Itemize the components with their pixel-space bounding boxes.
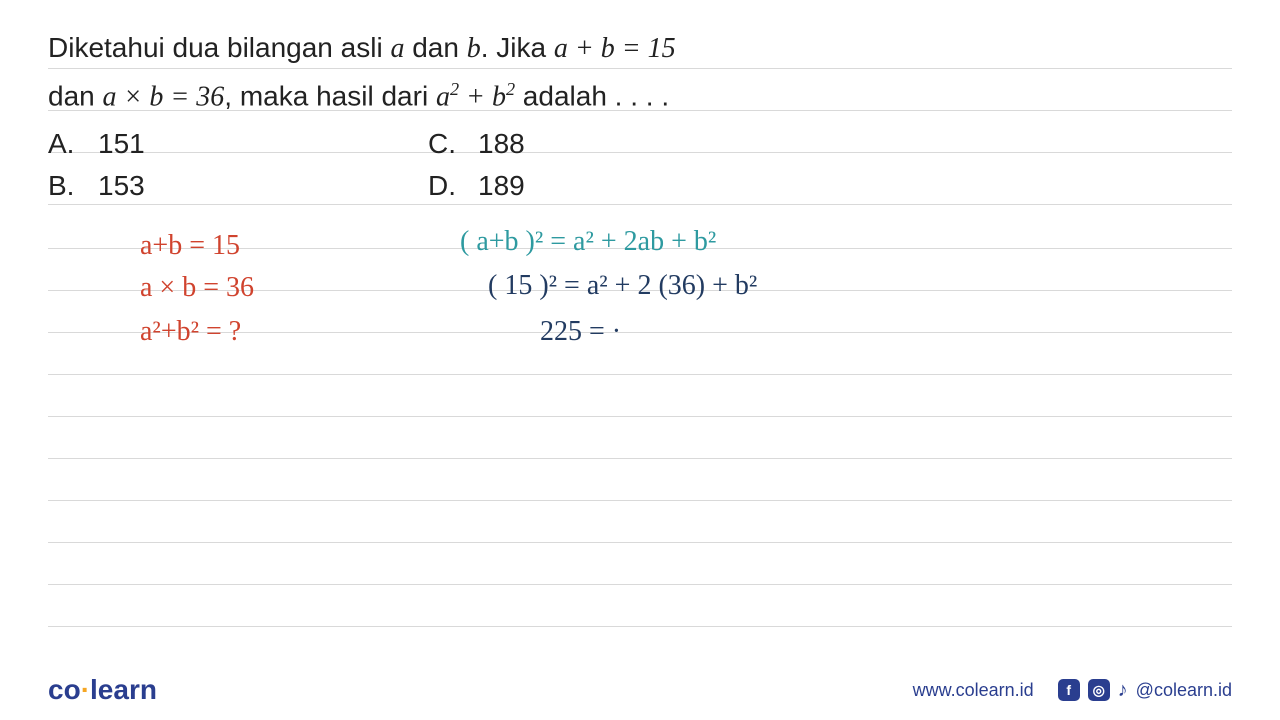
q-text: dan <box>48 80 103 111</box>
option-d: D. 189 <box>428 165 525 207</box>
option-letter: D. <box>428 165 456 207</box>
handwritten-result: 225 = · <box>540 318 621 346</box>
q-text: dan <box>404 32 466 63</box>
q-text: , maka hasil dari <box>224 80 436 111</box>
var-a: a <box>390 33 404 64</box>
hand-rhs: = ? <box>199 316 241 347</box>
handwritten-given-1: a+b = 15 <box>140 232 240 260</box>
q-text: adalah . . . . <box>515 80 669 111</box>
social-handle: @colearn.id <box>1136 680 1232 701</box>
instagram-icon: ◎ <box>1088 679 1110 701</box>
option-value: 188 <box>478 123 525 165</box>
q-text: Diketahui dua bilangan asli <box>48 32 390 63</box>
footer-right: www.colearn.id f ◎ ♪ @colearn.id <box>913 679 1232 702</box>
handwritten-given-3: a²+b² = ? <box>140 318 241 346</box>
social-links: f ◎ ♪ @colearn.id <box>1058 679 1232 702</box>
logo-co: co <box>48 674 81 705</box>
eq-aplusb: a + b = 15 <box>554 33 676 64</box>
option-a: A. 151 <box>48 123 428 165</box>
option-b: B. 153 <box>48 165 428 207</box>
logo-dot-icon: · <box>81 674 90 705</box>
answer-options: A. 151 C. 188 B. 153 D. 189 <box>48 123 1232 207</box>
handwritten-given-2: a × b = 36 <box>140 274 254 302</box>
handwritten-expansion: ( a+b )² = a² + 2ab + b² <box>460 228 716 256</box>
eq-b2: b <box>492 81 506 112</box>
option-letter: C. <box>428 123 456 165</box>
footer: co·learn www.colearn.id f ◎ ♪ @colearn.i… <box>0 660 1280 720</box>
option-value: 151 <box>98 123 145 165</box>
question-text: Diketahui dua bilangan asli a dan b. Jik… <box>48 28 1232 117</box>
option-c: C. 188 <box>428 123 525 165</box>
facebook-icon: f <box>1058 679 1080 701</box>
eq-atimesb: a × b = 36 <box>103 81 225 112</box>
footer-url: www.colearn.id <box>913 680 1034 701</box>
option-value: 189 <box>478 165 525 207</box>
page-root: Diketahui dua bilangan asli a dan b. Jik… <box>0 0 1280 720</box>
option-value: 153 <box>98 165 145 207</box>
q-text: . Jika <box>481 32 554 63</box>
brand-logo: co·learn <box>48 674 157 706</box>
option-letter: B. <box>48 165 76 207</box>
var-b: b <box>467 33 481 64</box>
option-letter: A. <box>48 123 76 165</box>
logo-learn: learn <box>90 674 157 705</box>
tiktok-icon: ♪ <box>1118 679 1128 702</box>
eq-a2: a <box>436 81 450 112</box>
handwritten-substitution: ( 15 )² = a² + 2 (36) + b² <box>488 272 757 300</box>
hand-lhs: a²+b² <box>140 316 199 347</box>
eq-plus: + <box>459 81 492 112</box>
